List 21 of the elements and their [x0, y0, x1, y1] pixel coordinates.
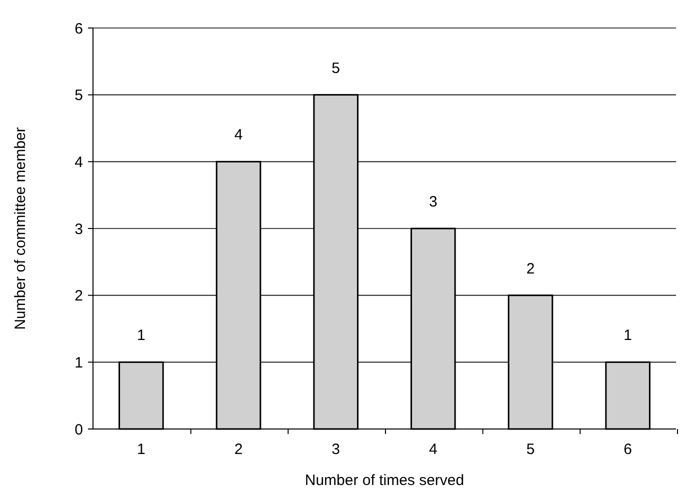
data-label: 4 [234, 126, 243, 144]
x-tick-label: 2 [234, 441, 243, 458]
data-label: 1 [624, 327, 632, 344]
y-axis-title: Number of committee member [12, 127, 29, 330]
y-tick-label: 4 [74, 154, 83, 171]
y-tick-label: 1 [74, 354, 83, 372]
x-tick-label: 4 [428, 441, 438, 458]
x-tick-label: 5 [526, 441, 535, 458]
data-label: 3 [428, 194, 438, 210]
data-label: 2 [526, 260, 535, 278]
x-tick-label: 3 [332, 441, 340, 458]
x-axis-title: Number of times served [304, 472, 464, 489]
y-tick-label: 2 [74, 288, 83, 305]
x-tick-label: 6 [624, 441, 632, 458]
x-tick-label: 1 [137, 441, 146, 458]
data-label: 5 [332, 60, 340, 77]
y-tick-label: 5 [74, 87, 83, 104]
y-tick-label: 3 [74, 220, 83, 238]
y-tick-label: 6 [74, 20, 83, 38]
data-label: 1 [137, 327, 146, 344]
y-tick-label: 0 [74, 421, 83, 438]
